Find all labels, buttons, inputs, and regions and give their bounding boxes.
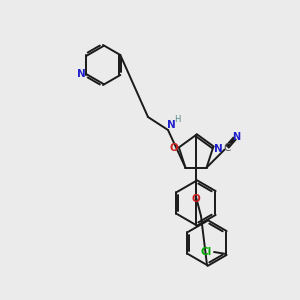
Text: N: N: [77, 69, 86, 79]
Text: Cl: Cl: [200, 247, 212, 257]
Text: N: N: [214, 144, 223, 154]
Text: N: N: [167, 120, 176, 130]
Text: C: C: [223, 142, 230, 153]
Text: N: N: [232, 132, 241, 142]
Text: O: O: [192, 194, 200, 204]
Text: H: H: [174, 116, 180, 124]
Text: O: O: [169, 143, 178, 153]
